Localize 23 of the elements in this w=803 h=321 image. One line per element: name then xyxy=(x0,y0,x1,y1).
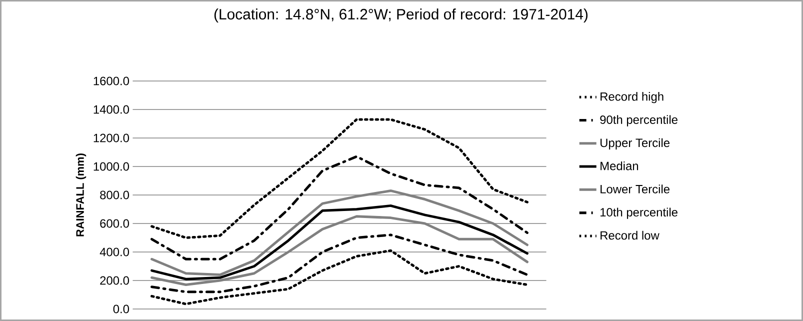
legend-label: 10th percentile xyxy=(600,208,678,219)
y-tick-label: 600.0 xyxy=(100,219,130,228)
legend-label: Median xyxy=(600,161,638,170)
y-tick-label: 0.0 xyxy=(113,304,130,314)
y-tick-label: 1400.0 xyxy=(94,105,130,114)
line-series xyxy=(150,204,528,280)
line-series xyxy=(150,118,528,239)
line-series xyxy=(150,249,528,306)
y-tick-label: 1200.0 xyxy=(94,134,130,142)
y-tick-label: 1600.0 xyxy=(94,76,130,86)
legend-label: Record low xyxy=(600,230,660,240)
y-tick-label: 1000.0 xyxy=(94,162,130,171)
y-tick-label: 800.0 xyxy=(100,190,130,200)
chart-title: (Location: 14.8°N, 61.2°W; Period of record: 1971-2014) xyxy=(214,8,588,22)
y-axis-title: RAINFALL (mm) xyxy=(76,154,86,236)
legend-label: Record high xyxy=(600,92,664,104)
legend-label: Upper Tercile xyxy=(600,138,670,150)
y-tick-label: 400.0 xyxy=(100,248,130,256)
line-series xyxy=(150,215,528,286)
y-tick-label: 200.0 xyxy=(100,276,130,285)
line-series xyxy=(150,155,528,260)
legend-label: 90th percentile xyxy=(600,115,678,126)
legend-label: Lower Tercile xyxy=(600,184,670,194)
